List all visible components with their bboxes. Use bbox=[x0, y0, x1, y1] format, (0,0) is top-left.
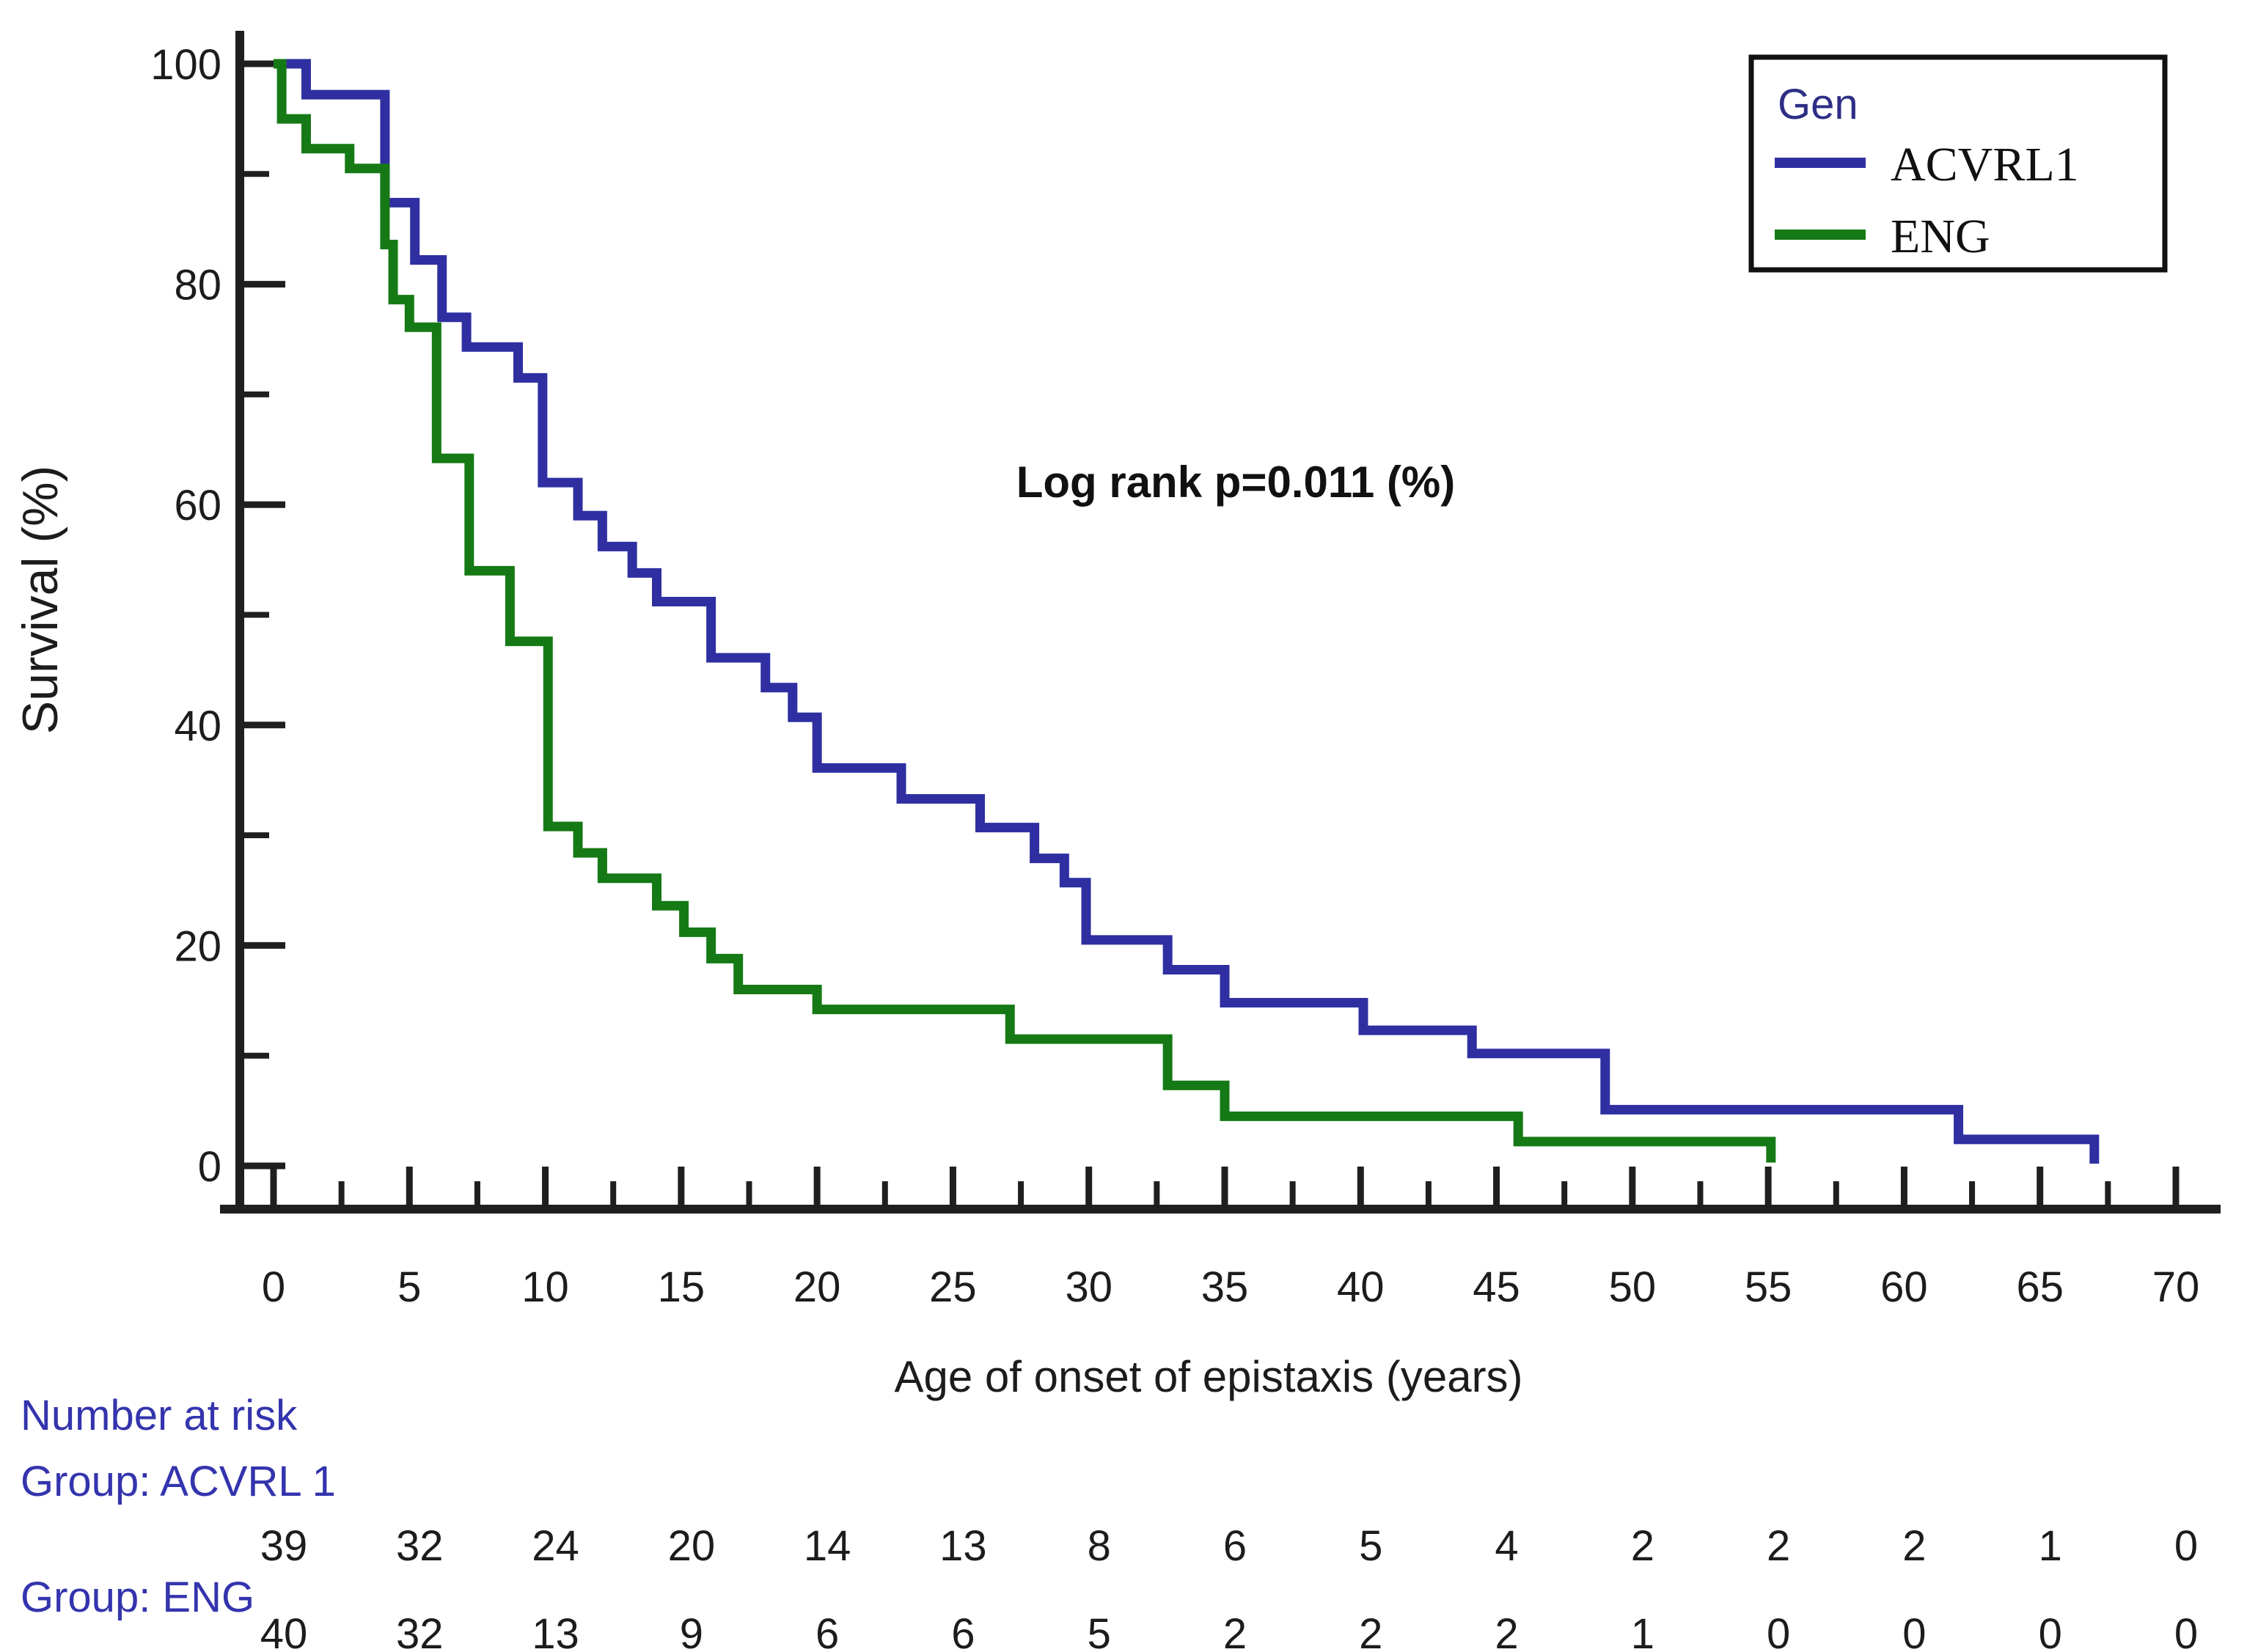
risk-value: 9 bbox=[680, 1610, 703, 1652]
risk-value: 32 bbox=[396, 1522, 444, 1570]
risk-value: 1 bbox=[2039, 1522, 2062, 1570]
risk-value: 8 bbox=[1088, 1522, 1111, 1570]
x-tick-label: 0 bbox=[262, 1263, 285, 1311]
risk-value: 14 bbox=[804, 1522, 851, 1570]
x-tick-label: 30 bbox=[1065, 1263, 1112, 1311]
y-tick-label: 40 bbox=[174, 702, 221, 750]
y-tick-label: 20 bbox=[174, 922, 221, 970]
curve-eng bbox=[274, 59, 1776, 1163]
x-tick-label: 20 bbox=[793, 1263, 841, 1311]
risk-value: 13 bbox=[532, 1610, 579, 1652]
risk-value: 13 bbox=[939, 1522, 987, 1570]
axis-ticks bbox=[244, 60, 2180, 1205]
risk-value: 5 bbox=[1359, 1522, 1382, 1570]
risk-value: 2 bbox=[1902, 1522, 1926, 1570]
curve-acvrl1 bbox=[274, 59, 2100, 1164]
risk-value: 0 bbox=[2039, 1610, 2062, 1652]
risk-value: 6 bbox=[951, 1610, 975, 1652]
number-at-risk-table: Number at risk Group: ACVRL 1 39 32 24 20 14… bbox=[21, 1392, 2198, 1652]
y-tick-label: 60 bbox=[174, 482, 221, 529]
risk-value: 2 bbox=[1767, 1522, 1790, 1570]
risk-value: 0 bbox=[1902, 1610, 1926, 1652]
x-tick-label: 35 bbox=[1201, 1263, 1249, 1311]
x-tick-label: 15 bbox=[658, 1263, 705, 1311]
risk-value: 5 bbox=[1088, 1610, 1111, 1652]
risk-value: 1 bbox=[1631, 1610, 1654, 1652]
axes bbox=[220, 31, 2221, 1214]
y-tick-label: 0 bbox=[198, 1143, 221, 1191]
risk-value: 0 bbox=[2174, 1522, 2198, 1570]
risk-value: 20 bbox=[668, 1522, 716, 1570]
x-tick-label: 45 bbox=[1473, 1263, 1520, 1311]
risk-value: 24 bbox=[532, 1522, 579, 1570]
risk-value: 32 bbox=[396, 1610, 444, 1652]
survival-curves bbox=[274, 59, 2100, 1164]
risk-value: 40 bbox=[260, 1610, 308, 1652]
y-tick-label: 80 bbox=[174, 262, 221, 309]
x-tick-label: 50 bbox=[1609, 1263, 1657, 1311]
x-tick-label: 60 bbox=[1880, 1263, 1928, 1311]
risk-value: 4 bbox=[1495, 1522, 1518, 1570]
risk-value: 2 bbox=[1495, 1610, 1518, 1652]
risk-value: 2 bbox=[1631, 1522, 1654, 1570]
x-tick-label: 5 bbox=[397, 1263, 421, 1311]
x-tick-label: 55 bbox=[1745, 1263, 1792, 1311]
legend-label-acvrl1: ACVRL1 bbox=[1891, 138, 2079, 191]
x-tick-label: 70 bbox=[2152, 1263, 2200, 1311]
risk-value: 39 bbox=[260, 1522, 308, 1570]
legend-label-eng: ENG bbox=[1891, 210, 1990, 263]
risk-value: 2 bbox=[1359, 1610, 1382, 1652]
legend: Gen ACVRL1 ENG bbox=[1748, 54, 2168, 273]
risk-table-title: Number at risk bbox=[21, 1392, 298, 1439]
risk-group-label-acvrl1: Group: ACVRL 1 bbox=[21, 1458, 336, 1505]
x-tick-label: 25 bbox=[929, 1263, 977, 1311]
x-tick-label: 40 bbox=[1337, 1263, 1385, 1311]
risk-value: 0 bbox=[2174, 1610, 2198, 1652]
risk-values-acvrl1: 39 32 24 20 14 13 8 6 5 4 2 2 2 1 0 bbox=[260, 1522, 2198, 1570]
legend-title: Gen bbox=[1778, 81, 1858, 128]
x-axis-title: Age of onset of epistaxis (years) bbox=[894, 1352, 1522, 1401]
risk-value: 0 bbox=[1767, 1610, 1790, 1652]
log-rank-annotation: Log rank p=0.011 (%) bbox=[1016, 458, 1456, 507]
y-axis-title: Survival (%) bbox=[12, 466, 68, 735]
x-tick-label: 65 bbox=[2016, 1263, 2064, 1311]
risk-values-eng: 40 32 13 9 6 6 5 2 2 2 1 0 0 0 0 bbox=[260, 1610, 2198, 1652]
risk-value: 6 bbox=[815, 1610, 839, 1652]
x-tick-label: 10 bbox=[521, 1263, 569, 1311]
axis-tick-labels: 0 5 10 15 20 25 30 35 40 45 50 55 60 65 70 0 20 40 60 80 100 bbox=[150, 41, 2199, 1311]
risk-value: 6 bbox=[1223, 1522, 1247, 1570]
y-tick-label: 100 bbox=[150, 41, 221, 89]
risk-value: 2 bbox=[1223, 1610, 1247, 1652]
risk-group-label-eng: Group: ENG bbox=[21, 1574, 254, 1621]
